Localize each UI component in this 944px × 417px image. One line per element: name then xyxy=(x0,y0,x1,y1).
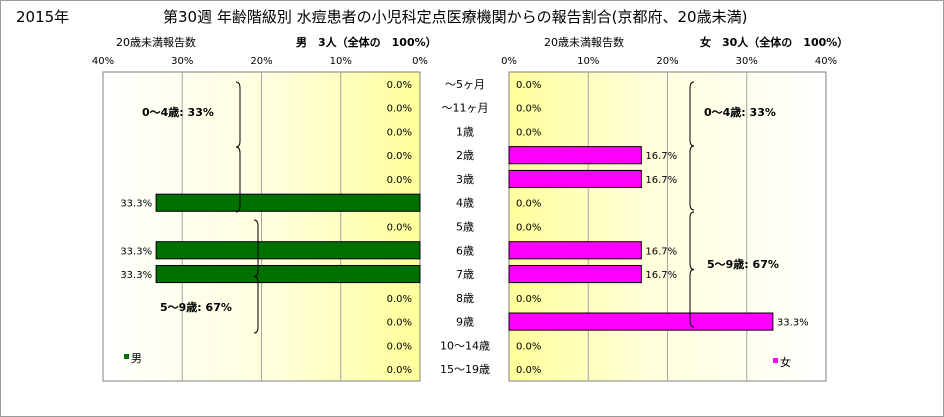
female-value-label: 33.3% xyxy=(777,318,809,329)
female-value-label: 0.0% xyxy=(516,341,541,352)
female-total-title: 女 30人（全体の 100%） xyxy=(700,35,848,49)
male-value-label: 0.0% xyxy=(387,341,412,352)
male-brace-5-9 xyxy=(253,219,259,334)
age-category-label: 10～14歳 xyxy=(440,339,490,352)
male-value-label: 33.3% xyxy=(120,270,152,281)
age-category-label: 4歳 xyxy=(456,197,474,210)
female-sublabel: 20歳未満報告数 xyxy=(544,36,624,49)
male-value-label: 33.3% xyxy=(120,199,152,210)
female-legend-label: 女 xyxy=(780,355,791,369)
female-value-label: 0.0% xyxy=(516,80,541,91)
female-brace-5-9 xyxy=(689,211,695,328)
male-tick-label: 20% xyxy=(250,56,272,67)
female-value-label: 0.0% xyxy=(516,127,541,138)
male-annotation-5-9: 5～9歳: 67% xyxy=(160,300,232,314)
male-value-label: 0.0% xyxy=(387,104,412,115)
female-bar xyxy=(508,169,642,189)
male-tick-label: 30% xyxy=(171,56,193,67)
male-tick-label: 40% xyxy=(92,56,114,67)
male-tick-label: 10% xyxy=(330,56,352,67)
male-value-label: 0.0% xyxy=(387,294,412,305)
age-category-label: 9歳 xyxy=(456,316,474,329)
male-brace-0-4 xyxy=(235,81,241,213)
male-total-title: 男 3人（全体の 100%） xyxy=(296,35,437,49)
female-value-label: 16.7% xyxy=(645,175,677,186)
female-bar xyxy=(508,264,642,284)
female-bar xyxy=(508,312,774,331)
male-legend-label: 男 xyxy=(131,352,142,365)
age-category-label: 1歳 xyxy=(456,125,474,138)
male-bar xyxy=(155,241,421,260)
chart-title: 第30週 年齢階級別 水痘患者の小児科定点医療機関からの報告割合(京都府、20歳… xyxy=(163,8,747,26)
female-tick-label: 40% xyxy=(815,56,837,67)
male-tick-label: 0% xyxy=(412,56,428,67)
female-legend-swatch xyxy=(773,358,778,363)
female-value-label: 16.7% xyxy=(645,246,677,257)
female-value-label: 0.0% xyxy=(516,199,541,210)
age-category-label: ～5ヶ月 xyxy=(445,78,485,91)
male-sublabel: 20歳未満報告数 xyxy=(116,36,196,49)
male-annotation-0-4: 0～4歳: 33% xyxy=(142,105,214,119)
male-legend-swatch xyxy=(124,354,129,359)
female-value-label: 16.7% xyxy=(645,151,677,162)
male-bar xyxy=(155,264,421,284)
female-bar xyxy=(508,241,642,260)
female-value-label: 16.7% xyxy=(645,270,677,281)
male-value-label: 0.0% xyxy=(387,80,412,91)
female-value-label: 0.0% xyxy=(516,223,541,234)
female-value-label: 0.0% xyxy=(516,104,541,115)
female-brace-0-4 xyxy=(689,81,695,211)
female-value-label: 0.0% xyxy=(516,294,541,305)
age-category-label: 6歳 xyxy=(456,244,474,257)
age-category-label: 15～19歳 xyxy=(440,363,490,376)
female-tick-label: 30% xyxy=(736,56,758,67)
age-category-label: 8歳 xyxy=(456,292,474,305)
male-value-label: 0.0% xyxy=(387,151,412,162)
age-category-label: 5歳 xyxy=(456,221,474,234)
female-tick-label: 0% xyxy=(501,56,517,67)
male-value-label: 33.3% xyxy=(120,246,152,257)
age-category-label: 2歳 xyxy=(456,149,474,162)
male-bar xyxy=(155,193,421,212)
age-category-label: 3歳 xyxy=(456,173,474,186)
male-value-label: 0.0% xyxy=(387,318,412,329)
age-category-label: 7歳 xyxy=(456,268,474,281)
female-bar xyxy=(508,146,642,165)
female-tick-label: 10% xyxy=(577,56,599,67)
male-value-label: 0.0% xyxy=(387,365,412,376)
female-annotation-5-9: 5～9歳: 67% xyxy=(707,257,779,271)
female-tick-label: 20% xyxy=(656,56,678,67)
male-value-label: 0.0% xyxy=(387,127,412,138)
male-value-label: 0.0% xyxy=(387,175,412,186)
female-annotation-0-4: 0～4歳: 33% xyxy=(704,105,776,119)
age-category-label: ～11ヶ月 xyxy=(442,102,489,115)
year-label: 2015年 xyxy=(16,8,69,26)
male-value-label: 0.0% xyxy=(387,223,412,234)
female-value-label: 0.0% xyxy=(516,365,541,376)
